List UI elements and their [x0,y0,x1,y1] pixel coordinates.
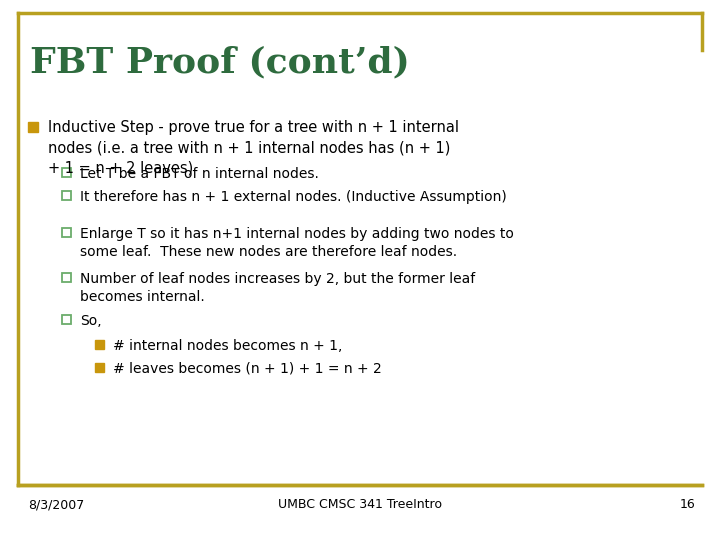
Bar [62,315,71,324]
Bar [95,340,104,349]
Bar [62,273,71,282]
Text: Enlarge T so it has n+1 internal nodes by adding two nodes to
some leaf.  These : Enlarge T so it has n+1 internal nodes b… [80,227,514,259]
Text: So,: So, [80,314,102,328]
Text: 8/3/2007: 8/3/2007 [28,498,84,511]
Text: Let T be a FBT of n internal nodes.: Let T be a FBT of n internal nodes. [80,167,319,181]
Bar [62,168,71,177]
Text: 16: 16 [679,498,695,511]
Text: It therefore has n + 1 external nodes. (Inductive Assumption): It therefore has n + 1 external nodes. (… [80,190,507,204]
Bar [62,228,71,237]
Text: # internal nodes becomes n + 1,: # internal nodes becomes n + 1, [113,339,343,353]
Text: Number of leaf nodes increases by 2, but the former leaf
becomes internal.: Number of leaf nodes increases by 2, but… [80,272,475,305]
Bar [28,122,38,132]
Text: UMBC CMSC 341 TreeIntro: UMBC CMSC 341 TreeIntro [278,498,442,511]
Text: FBT Proof (cont’d): FBT Proof (cont’d) [30,45,410,79]
Text: Inductive Step - prove true for a tree with n + 1 internal
nodes (i.e. a tree wi: Inductive Step - prove true for a tree w… [48,120,459,176]
Bar [62,191,71,200]
Text: # leaves becomes (n + 1) + 1 = n + 2: # leaves becomes (n + 1) + 1 = n + 2 [113,362,382,376]
Bar [95,363,104,372]
